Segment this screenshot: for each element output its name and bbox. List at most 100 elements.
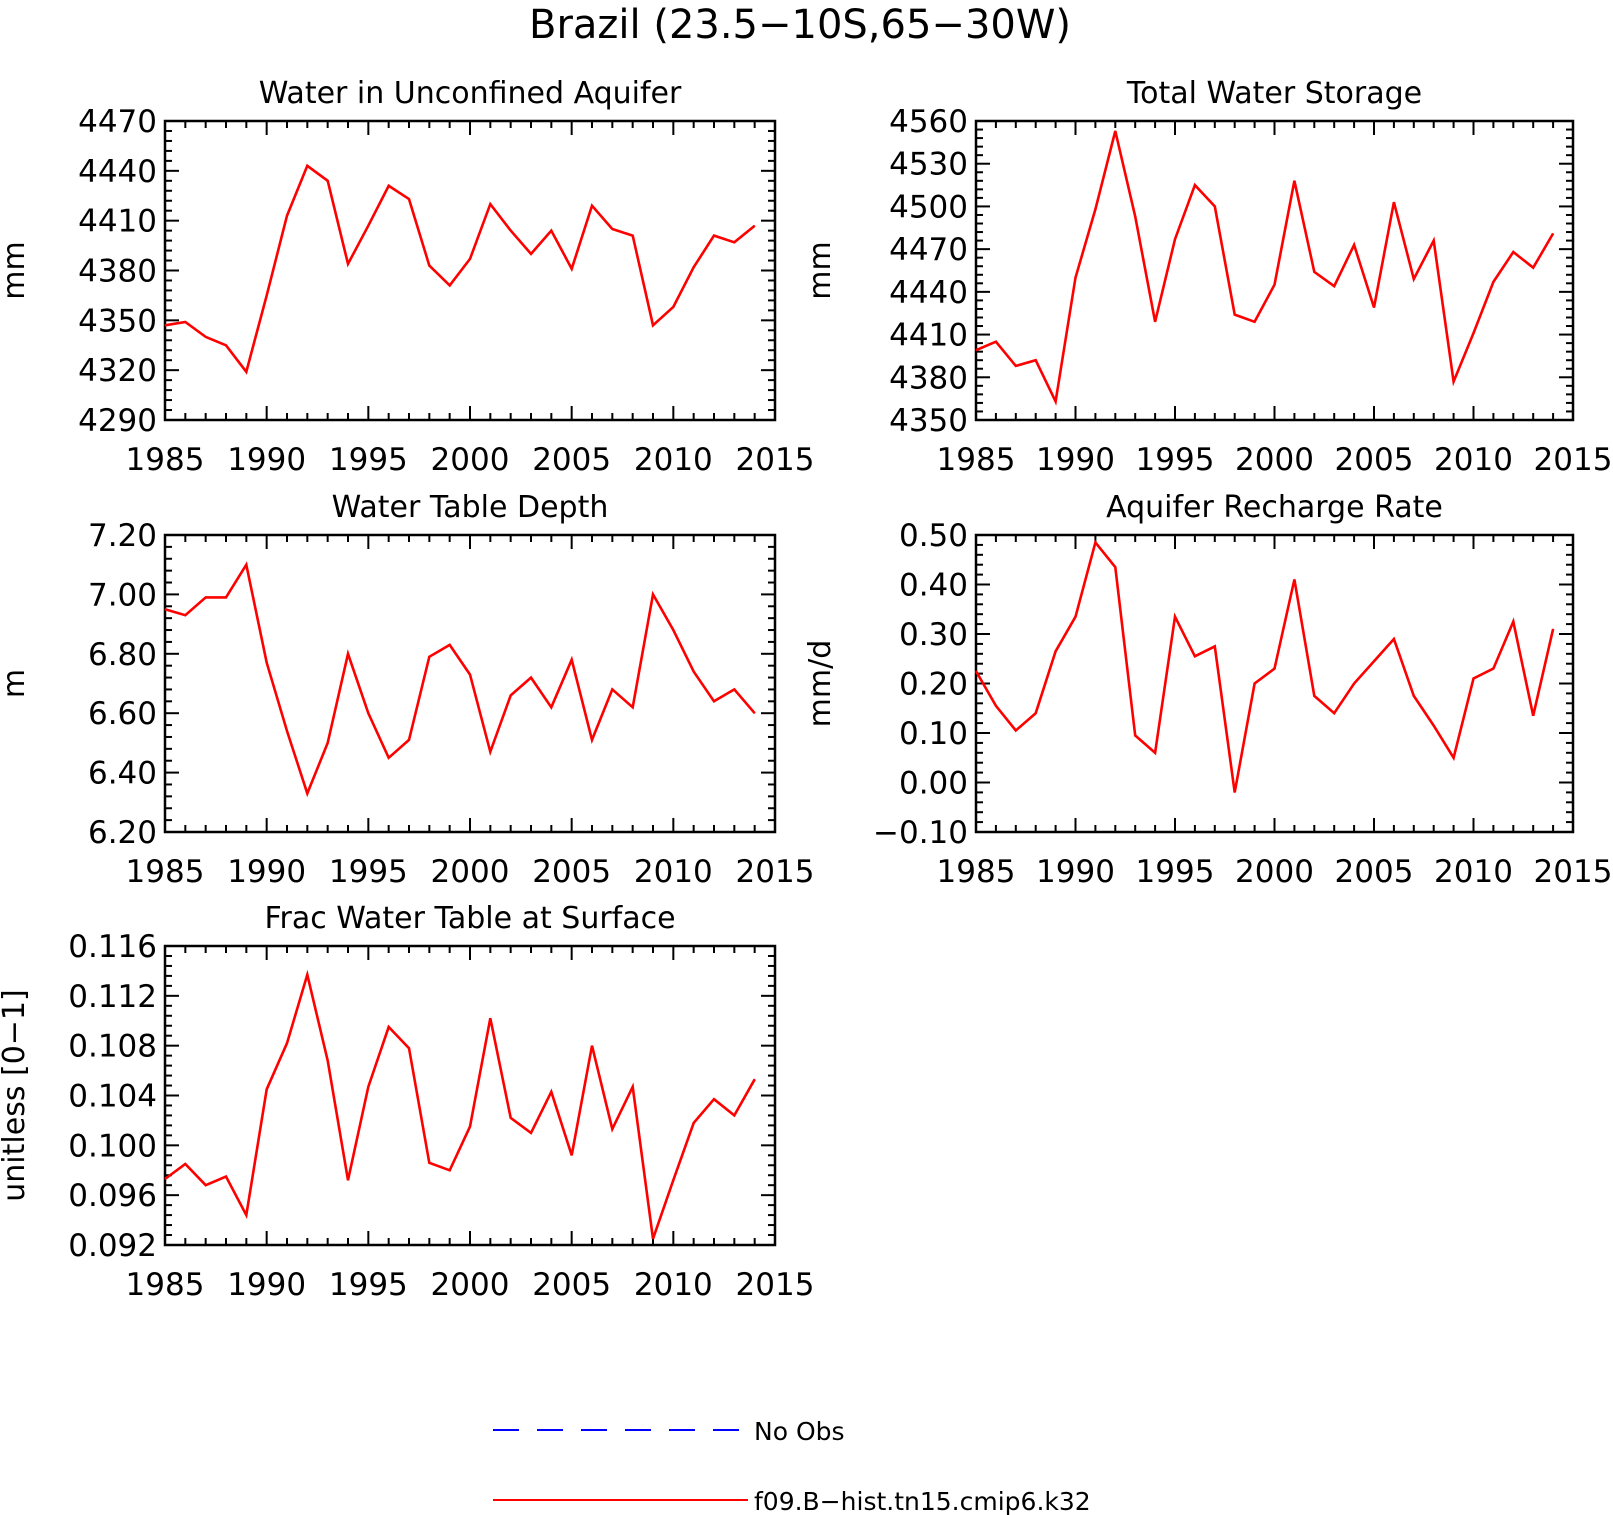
data-point <box>225 344 227 346</box>
data-point <box>1552 628 1554 630</box>
data-point <box>693 1122 695 1124</box>
data-point <box>530 1132 532 1134</box>
data-point <box>388 1026 390 1028</box>
data-point <box>469 674 471 676</box>
data-point <box>469 258 471 260</box>
data-point <box>1134 215 1136 217</box>
x-tick-label: 1995 <box>1136 854 1215 890</box>
data-point <box>225 1176 227 1177</box>
data-point <box>1492 668 1494 670</box>
y-tick-label: 4440 <box>889 275 968 311</box>
data-point <box>632 235 634 237</box>
chart-title: Water in Unconfined Aquifer <box>259 76 682 111</box>
data-point <box>571 1154 573 1156</box>
data-point <box>1094 208 1096 210</box>
y-tick-label: 6.60 <box>88 696 157 732</box>
data-point <box>306 165 308 167</box>
data-point <box>205 336 207 338</box>
data-point <box>1274 668 1275 670</box>
data-point <box>1194 184 1196 186</box>
data-point <box>1313 271 1315 273</box>
data-point <box>1035 712 1037 714</box>
x-tick-label: 2010 <box>634 442 713 478</box>
data-point <box>1114 130 1116 132</box>
x-tick-label: 2010 <box>634 854 713 890</box>
x-tick-label: 2015 <box>736 854 815 890</box>
legend-label: No Obs <box>754 1417 845 1446</box>
data-point <box>408 739 410 741</box>
data-point <box>1254 683 1256 684</box>
data-point <box>1453 381 1455 383</box>
data-point <box>1453 757 1455 759</box>
data-point <box>1035 359 1037 361</box>
y-axis-label: unitless [0−1] <box>0 989 32 1201</box>
chart-title: Water Table Depth <box>332 490 609 525</box>
x-tick-label: 1990 <box>227 854 306 890</box>
data-point <box>1512 251 1514 253</box>
y-tick-label: 0.104 <box>68 1079 157 1115</box>
data-point <box>205 596 207 598</box>
data-point <box>1293 579 1295 580</box>
data-point <box>995 705 997 707</box>
y-tick-label: 4290 <box>78 403 157 439</box>
legend: No Obs f09.B−hist.tn15.cmip6.k32 <box>493 1417 1091 1515</box>
data-point <box>693 671 695 673</box>
data-point <box>1134 735 1136 736</box>
data-point <box>1552 233 1554 234</box>
plot-frame <box>163 119 777 422</box>
y-tick-label: 6.40 <box>88 756 157 792</box>
series-line <box>164 969 756 1240</box>
data-point <box>1353 244 1355 246</box>
data-point <box>205 1184 207 1186</box>
data-point <box>1055 401 1057 402</box>
data-point <box>591 1045 593 1047</box>
x-tick-label: 2000 <box>1235 854 1314 890</box>
x-tick-label: 1985 <box>937 854 1016 890</box>
data-point <box>733 241 735 243</box>
data-point <box>510 694 512 696</box>
x-tick-label: 2010 <box>1434 442 1513 478</box>
data-point <box>1353 683 1355 684</box>
data-point <box>1015 365 1017 367</box>
data-point <box>571 659 573 661</box>
data-point <box>510 230 512 232</box>
data-point <box>1234 791 1236 793</box>
y-tick-label: 0.116 <box>68 929 157 965</box>
data-point <box>449 1169 451 1171</box>
x-tick-label: 1985 <box>126 854 205 890</box>
data-point <box>408 1047 410 1049</box>
x-tick-label: 1990 <box>1036 442 1115 478</box>
chart-title: Frac Water Table at Surface <box>264 901 675 936</box>
data-point <box>286 215 288 217</box>
data-point <box>591 739 593 741</box>
data-point <box>632 1086 634 1088</box>
y-tick-label: 0.50 <box>899 518 968 554</box>
chart-panel-1: 1985 1990 1995 2000 2005 2010 2015 4290 4320 4350… <box>0 76 814 478</box>
chart-panel-2: 1985 1990 1995 2000 2005 2010 2015 4350 4380 4410… <box>803 76 1612 478</box>
data-point <box>286 730 288 732</box>
data-point <box>367 712 369 714</box>
y-tick-label: 7.00 <box>88 577 157 613</box>
data-point <box>975 349 977 351</box>
data-point <box>1492 281 1494 283</box>
data-point <box>1055 650 1057 652</box>
data-point <box>347 653 349 655</box>
data-point <box>1373 307 1375 308</box>
data-point <box>266 662 268 664</box>
y-tick-label: 6.80 <box>88 637 157 673</box>
y-axis-label: mm <box>0 241 32 299</box>
x-tick-label: 2000 <box>431 854 510 890</box>
data-point <box>652 593 654 595</box>
data-point <box>164 324 166 326</box>
data-point <box>225 596 227 598</box>
data-point <box>1413 278 1415 280</box>
data-point <box>754 1078 756 1080</box>
data-point <box>1293 180 1295 182</box>
data-point <box>408 198 410 200</box>
data-point <box>245 371 247 373</box>
data-point <box>1174 238 1176 240</box>
x-tick-label: 2005 <box>1335 854 1414 890</box>
x-tick-label: 1990 <box>227 1267 306 1303</box>
data-point <box>611 688 613 690</box>
y-tick-label: 4350 <box>78 303 157 339</box>
